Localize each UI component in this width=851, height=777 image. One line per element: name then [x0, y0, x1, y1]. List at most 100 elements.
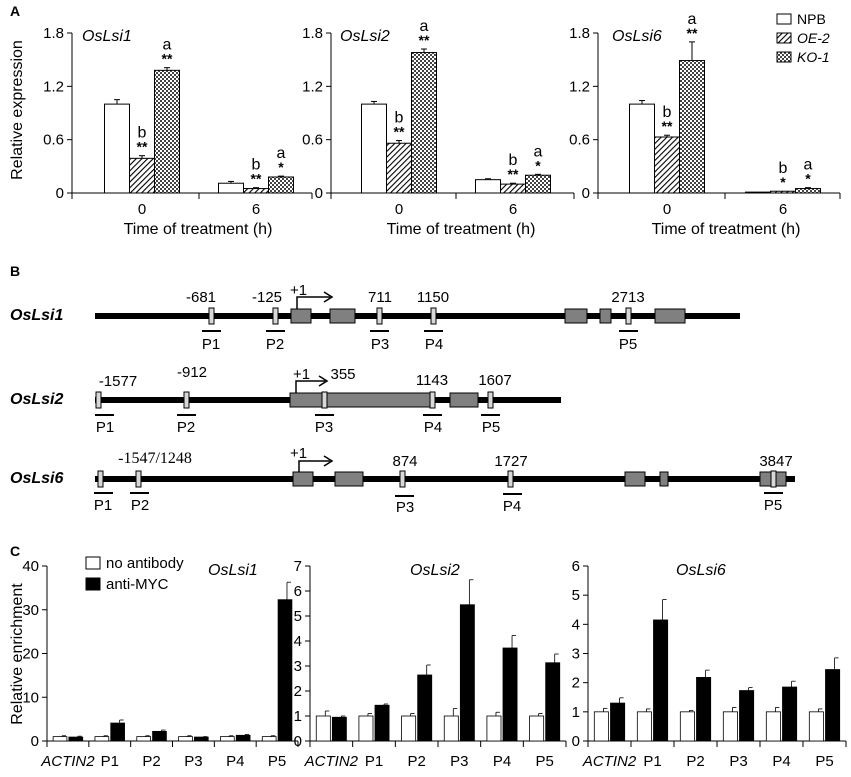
- significance-mark: **: [394, 124, 405, 140]
- exon: [289, 392, 435, 408]
- y-tick-label: 1.8: [43, 25, 64, 42]
- y-tick-label: 0: [294, 733, 302, 750]
- x-tick-label: ACTIN2: [40, 753, 95, 770]
- significance-mark: *: [805, 171, 811, 187]
- group-letter: b: [138, 125, 147, 142]
- panel-label-b: B: [10, 263, 20, 279]
- bar-npb: [475, 179, 501, 194]
- probe-position: 1150: [417, 289, 449, 306]
- panel-label-c: C: [10, 543, 20, 559]
- gene-line: [95, 313, 740, 319]
- x-tick-label: P4: [493, 753, 511, 770]
- x-tick-label: 0: [395, 201, 403, 218]
- y-tick-label: 6: [294, 583, 302, 600]
- bar-no-antibody: [136, 736, 151, 742]
- legend-label-anti-myc: anti-MYC: [106, 576, 169, 593]
- probe-marker: [208, 307, 215, 325]
- y-tick-label: 2: [294, 683, 302, 700]
- bar-ko-1: [679, 60, 705, 194]
- bar-no-antibody: [808, 711, 824, 742]
- probe-name: P3: [315, 419, 333, 436]
- group-letter: b: [252, 157, 261, 174]
- bar-oe-2: [243, 188, 269, 194]
- significance-mark: **: [508, 166, 519, 182]
- probe-position: 1727: [494, 453, 527, 470]
- group-letter: a: [420, 18, 429, 35]
- chart-a1: 00.61.21.80 6**b**b**a*a: [43, 25, 313, 218]
- bar-no-antibody: [220, 736, 235, 742]
- y-tick-label: 0: [572, 733, 580, 750]
- bar-no-antibody: [315, 715, 331, 742]
- probe-marker: [487, 391, 494, 409]
- probe-name: P1: [202, 336, 220, 353]
- y-tick-label: 3: [294, 658, 302, 675]
- y-tick-label: 6: [572, 558, 580, 575]
- bar-no-antibody: [52, 736, 68, 742]
- bar-anti-myc: [696, 677, 712, 742]
- exon: [624, 471, 646, 487]
- tss-arrowhead-icon: [323, 455, 334, 467]
- probe-marker: [399, 470, 406, 488]
- bar-anti-myc: [610, 702, 626, 742]
- bar-ko-1: [154, 69, 180, 194]
- probe-position: 355: [330, 366, 355, 383]
- bar-no-antibody: [94, 736, 110, 742]
- gene-map-name: OsLsi1: [10, 307, 63, 324]
- bar-anti-myc: [502, 647, 518, 742]
- y-tick-label: 10: [22, 689, 39, 706]
- probe-position: 3847: [759, 453, 792, 470]
- bar-no-antibody: [593, 711, 609, 742]
- bar-ko-1: [411, 52, 437, 194]
- x-tick-label: P1: [643, 753, 661, 770]
- y-tick-label: 1.2: [302, 78, 323, 95]
- x-tick-label: 6: [509, 201, 517, 218]
- probe-name: P5: [619, 336, 637, 353]
- exon: [329, 308, 356, 324]
- x-tick-label: 6: [252, 201, 260, 218]
- bar-anti-myc: [331, 716, 347, 742]
- chart-a2-title: OsLsi2: [340, 28, 390, 45]
- tss-label: +1: [293, 366, 310, 383]
- probe-marker: [183, 391, 190, 409]
- probe-marker: [625, 307, 632, 325]
- chart-a3-xlabel: Time of treatment (h): [652, 221, 801, 238]
- probe-name: P5: [482, 419, 500, 436]
- bar-no-antibody: [443, 715, 459, 742]
- bar-no-antibody: [636, 711, 652, 742]
- tss-arrow-icon: [296, 296, 330, 309]
- legend-swatch-npb: [776, 13, 792, 25]
- bar-anti-myc: [374, 704, 390, 742]
- probe-position: -681: [186, 289, 216, 306]
- group-letter: a: [163, 37, 172, 54]
- bar-no-antibody: [358, 715, 374, 742]
- chart-c3-title: OsLsi6: [676, 562, 726, 579]
- significance-mark: **: [662, 118, 673, 134]
- bar-npb: [218, 182, 244, 194]
- x-tick-label: P5: [815, 753, 833, 770]
- exon: [292, 471, 314, 487]
- probe-marker: [321, 391, 328, 409]
- bar-no-antibody: [178, 736, 193, 742]
- y-tick-label: 1.2: [569, 78, 590, 95]
- x-tick-label: 6: [779, 201, 787, 218]
- x-tick-label: P3: [450, 753, 468, 770]
- y-tick-label: 5: [294, 608, 302, 625]
- tss-label: +1: [290, 445, 307, 462]
- probe-position: -1547/1248: [118, 450, 192, 467]
- probe-position: 711: [368, 289, 392, 306]
- tss-arrow-icon: [298, 460, 330, 472]
- y-tick-label: 30: [22, 602, 39, 619]
- bar-anti-myc: [235, 734, 251, 742]
- exon: [599, 308, 612, 324]
- chart-c1-ylabel: Relative enrichment: [9, 583, 26, 725]
- y-tick-label: 1.2: [43, 78, 64, 95]
- bar-no-antibody: [679, 711, 695, 742]
- bar-no-antibody: [486, 715, 502, 742]
- probe-name: P1: [96, 419, 114, 436]
- x-tick-label: P5: [268, 753, 286, 770]
- group-letter: b: [663, 104, 672, 121]
- bar-anti-myc: [825, 669, 841, 742]
- bar-no-antibody: [529, 715, 545, 742]
- probe-name: P2: [177, 419, 195, 436]
